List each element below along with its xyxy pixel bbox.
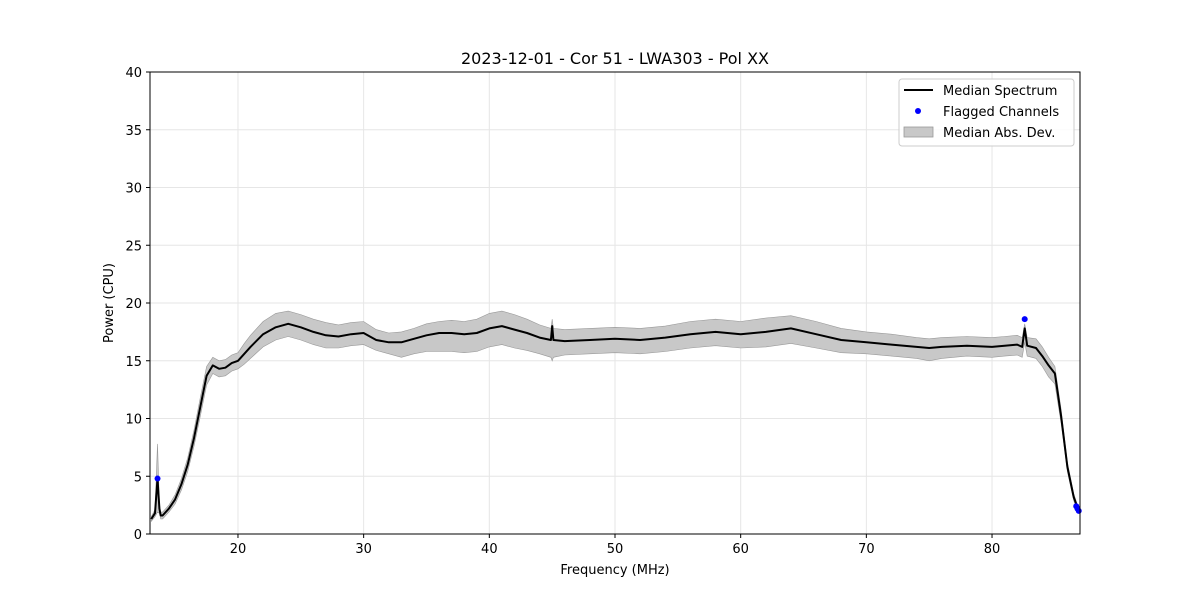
legend-mad-swatch xyxy=(903,126,934,138)
x-tick-label: 50 xyxy=(607,542,624,557)
y-axis: 0 5 10 15 20 25 30 35 40 xyxy=(125,66,150,543)
flagged-point xyxy=(1021,316,1028,323)
y-tick-label: 40 xyxy=(125,66,142,81)
y-axis-label: Power (CPU) xyxy=(102,263,117,343)
y-tick-label: 10 xyxy=(125,413,142,428)
legend-flagged-swatch xyxy=(915,108,921,114)
y-tick-label: 0 xyxy=(134,528,142,543)
legend: Median Spectrum Flagged Channels Median … xyxy=(898,78,1075,147)
y-tick-label: 5 xyxy=(134,470,142,485)
flagged-point xyxy=(1075,507,1082,514)
flagged-point xyxy=(154,475,161,482)
x-tick-label: 20 xyxy=(230,542,247,557)
chart-title: 2023-12-01 - Cor 51 - LWA303 - Pol XX xyxy=(461,49,769,68)
legend-median-label: Median Spectrum xyxy=(943,84,1057,99)
y-tick-label: 35 xyxy=(125,124,142,139)
flagged-points xyxy=(154,316,1082,514)
y-tick-label: 25 xyxy=(125,239,142,254)
x-axis-label: Frequency (MHz) xyxy=(560,563,669,578)
x-tick-label: 40 xyxy=(481,542,498,557)
x-tick-label: 70 xyxy=(858,542,875,557)
x-tick-label: 80 xyxy=(984,542,1001,557)
median-spectrum-line xyxy=(150,322,1080,520)
y-tick-label: 15 xyxy=(125,355,142,370)
legend-flagged-label: Flagged Channels xyxy=(943,105,1059,120)
plot-area xyxy=(150,310,1082,523)
x-tick-label: 30 xyxy=(355,542,372,557)
x-tick-label: 60 xyxy=(732,542,749,557)
x-axis: 20 30 40 50 60 70 80 xyxy=(230,534,1001,557)
y-tick-label: 20 xyxy=(125,297,142,312)
y-tick-label: 30 xyxy=(125,182,142,197)
legend-box xyxy=(898,78,1075,147)
legend-mad-label: Median Abs. Dev. xyxy=(943,126,1055,141)
